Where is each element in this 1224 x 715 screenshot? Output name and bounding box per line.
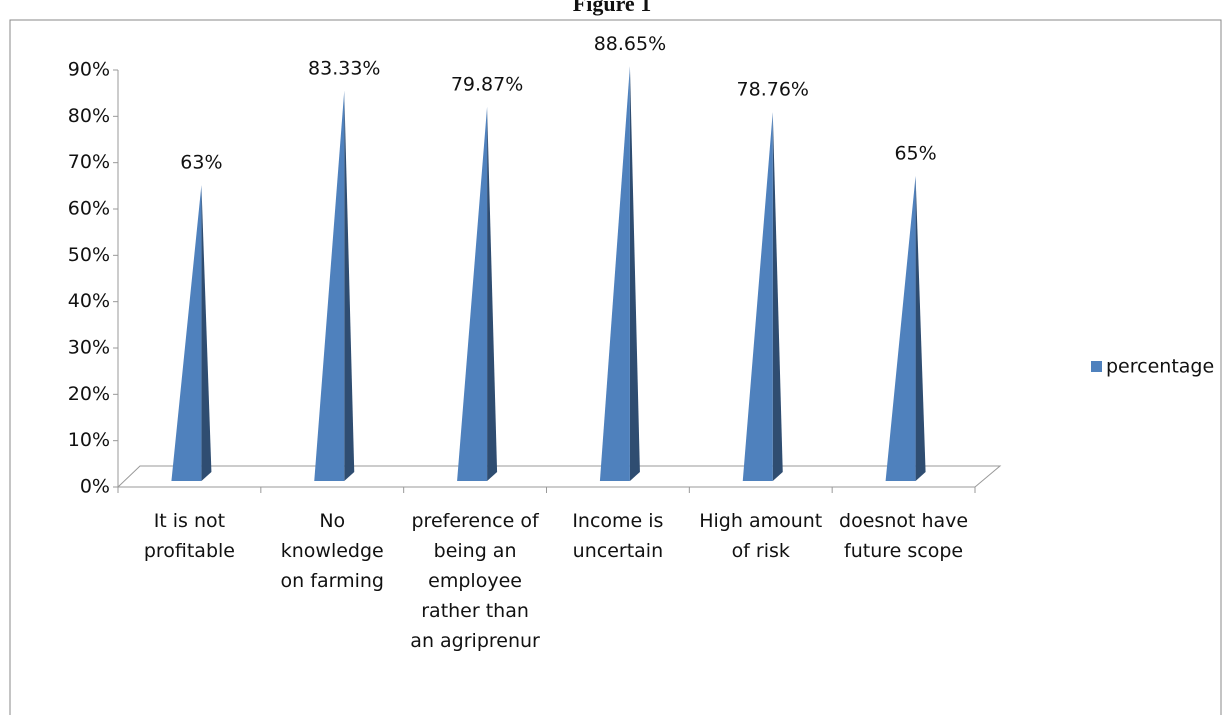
- chart-title: Figure 1: [573, 0, 651, 16]
- x-tick-label: High amount of risk: [699, 510, 823, 562]
- y-tick-label: 0%: [80, 476, 110, 498]
- data-label: 78.76%: [737, 79, 809, 101]
- x-tick-label: No knowledge on farming: [280, 510, 384, 592]
- y-tick-label: 20%: [68, 383, 110, 405]
- pyramid-front: [885, 175, 916, 482]
- x-tick-label: Income is uncertain: [572, 510, 664, 562]
- y-tick-label: 60%: [68, 198, 110, 220]
- y-tick-label: 10%: [68, 429, 110, 451]
- y-tick-label: 90%: [68, 59, 110, 81]
- y-tick-label: 70%: [68, 151, 110, 173]
- pyramid-side: [201, 185, 212, 481]
- pyramid-side: [344, 90, 355, 482]
- data-label: 88.65%: [594, 33, 666, 55]
- title-bg: [520, 0, 700, 19]
- legend-swatch: [1091, 361, 1102, 372]
- x-tick-label: doesnot have future scope: [839, 510, 969, 562]
- data-label: 83.33%: [308, 57, 380, 79]
- pyramid-front: [457, 106, 488, 481]
- pyramid-side: [915, 175, 926, 482]
- data-label: 63%: [180, 152, 222, 174]
- pyramid-front: [742, 112, 773, 481]
- pyramid-front: [314, 90, 345, 482]
- x-tick-label: It is not profitable: [143, 510, 235, 562]
- x-tick-label: preference of being an employee rather t…: [410, 510, 540, 652]
- data-label: 79.87%: [451, 73, 523, 95]
- y-tick-label: 30%: [68, 337, 110, 359]
- y-tick-label: 40%: [68, 290, 110, 312]
- y-tick-label: 80%: [68, 105, 110, 127]
- pyramid-side: [487, 106, 498, 481]
- pyramid-side: [772, 112, 783, 481]
- legend-label: percentage: [1106, 356, 1214, 378]
- pyramid-side: [629, 66, 640, 481]
- y-tick-label: 50%: [68, 244, 110, 266]
- pyramid-front: [599, 66, 630, 481]
- data-label: 65%: [894, 142, 936, 164]
- pyramid-front: [171, 185, 202, 481]
